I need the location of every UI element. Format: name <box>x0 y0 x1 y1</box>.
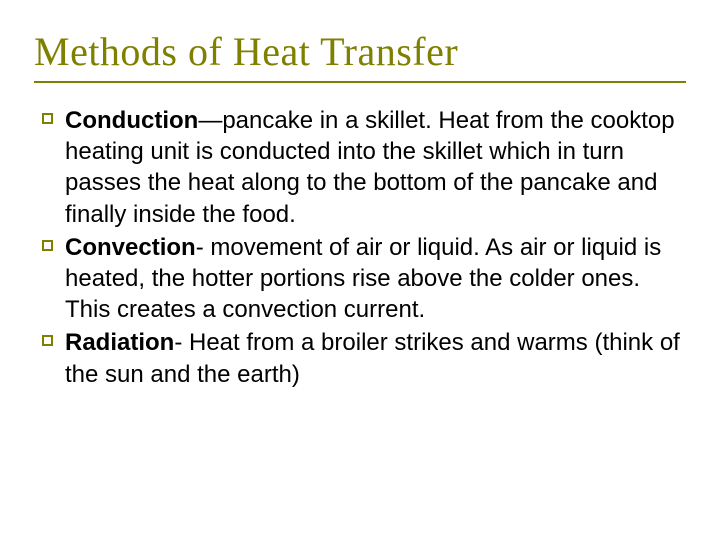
term: Radiation <box>65 329 174 356</box>
term: Conduction <box>65 107 198 134</box>
bullet-icon <box>42 240 53 251</box>
slide-title: Methods of Heat Transfer <box>34 28 686 83</box>
list-item: Convection- movement of air or liquid. A… <box>42 232 686 326</box>
term: Convection <box>65 234 196 261</box>
list-item-text: Convection- movement of air or liquid. A… <box>65 232 686 326</box>
slide-content: Conduction—pancake in a skillet. Heat fr… <box>34 105 686 390</box>
list-item: Radiation- Heat from a broiler strikes a… <box>42 327 686 389</box>
list-item-text: Conduction—pancake in a skillet. Heat fr… <box>65 105 686 230</box>
list-item-text: Radiation- Heat from a broiler strikes a… <box>65 327 686 389</box>
bullet-icon <box>42 113 53 124</box>
list-item: Conduction—pancake in a skillet. Heat fr… <box>42 105 686 230</box>
slide: Methods of Heat Transfer Conduction—panc… <box>0 0 720 412</box>
bullet-icon <box>42 335 53 346</box>
